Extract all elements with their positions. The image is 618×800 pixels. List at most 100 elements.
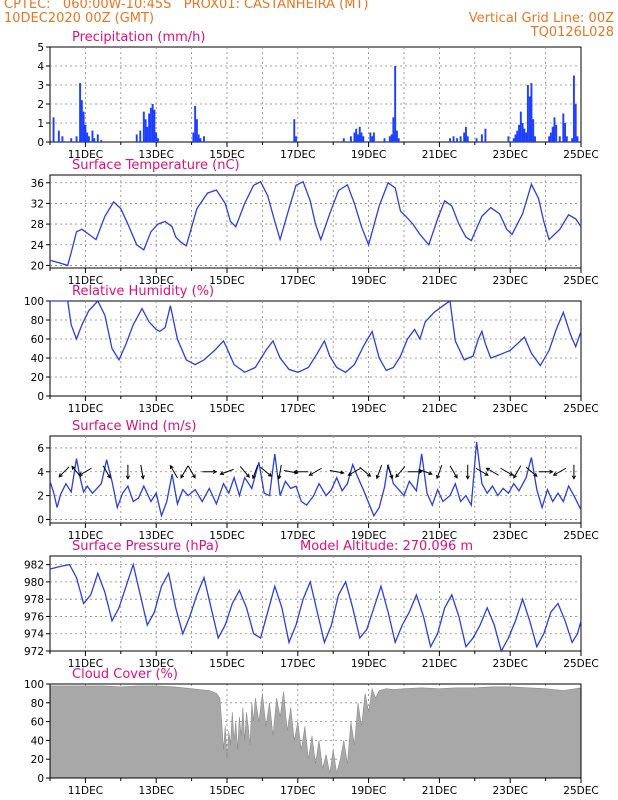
precip-bar xyxy=(342,138,345,142)
precip-bar xyxy=(562,113,565,142)
precip-bar xyxy=(157,138,159,142)
wind-arrow-head xyxy=(219,471,224,476)
wind-arrow xyxy=(359,466,371,477)
precip-bar xyxy=(452,136,455,142)
precip-bar xyxy=(144,119,147,142)
precip-bar xyxy=(194,105,197,142)
precip-bar xyxy=(197,134,200,142)
wind-arrow xyxy=(180,465,189,479)
precip-bar xyxy=(199,138,202,142)
precip-bar xyxy=(551,126,554,142)
cloud-title: Cloud Cover (%) xyxy=(72,667,178,682)
precip-bar xyxy=(371,136,374,142)
wind-arrow-head xyxy=(308,472,313,476)
precip-ytick-label: 0 xyxy=(37,137,44,149)
precip-bar xyxy=(139,130,142,142)
wind-arrow xyxy=(278,464,282,479)
precip-bar xyxy=(192,132,195,142)
wind-ytick-label: 4 xyxy=(37,467,44,479)
precip-bar xyxy=(362,136,365,142)
precip-bar xyxy=(528,96,531,142)
wind-arrow xyxy=(436,465,443,479)
precip-bar xyxy=(512,138,515,142)
precip-bar xyxy=(151,104,154,142)
precip-bar xyxy=(82,111,85,142)
wind-xtick-label: 25DEC xyxy=(563,530,598,542)
precip-bar xyxy=(394,66,397,142)
precip-xtick-label: 25DEC xyxy=(563,149,598,161)
precip-bar xyxy=(519,111,522,142)
wind-ytick-label: 6 xyxy=(37,443,44,455)
wind-arrow-head xyxy=(212,469,218,474)
precip-title: Precipitation (mm/h) xyxy=(72,30,205,45)
precip-bar xyxy=(526,85,529,142)
wind-arrow xyxy=(449,465,458,479)
wind-arrow-head xyxy=(552,472,558,476)
wind-arrow xyxy=(486,467,499,476)
temperature-frame xyxy=(49,174,582,269)
pressure-ytick-label: 976 xyxy=(24,611,44,623)
humidity-xtick-label: 19DEC xyxy=(351,403,386,415)
temperature-title: Surface Temperature (nC) xyxy=(72,158,240,173)
precip-bar xyxy=(534,136,536,142)
humidity-line xyxy=(50,299,582,374)
precip-bar xyxy=(149,107,152,142)
pressure-ytick-label: 978 xyxy=(24,594,44,606)
wind-arrow-head xyxy=(375,474,380,480)
wind-arrow-head xyxy=(453,474,458,479)
cloud-xtick-label: 13DEC xyxy=(138,785,173,797)
precip-bar xyxy=(87,136,90,142)
wind-ytick-label: 2 xyxy=(37,491,44,503)
humidity-title: Relative Humidity (%) xyxy=(72,284,214,299)
precip-bar xyxy=(148,113,151,142)
temperature-panel: Surface Temperature (nC) 20 24 28 32 36 11DEC 1… xyxy=(31,158,599,287)
precip-bar xyxy=(86,132,89,142)
precip-bar xyxy=(480,134,483,142)
wind-xtick-label: 17DEC xyxy=(280,530,315,542)
precip-bar xyxy=(390,134,393,142)
temperature-xtick-label: 23DEC xyxy=(492,275,527,287)
pressure-frame xyxy=(49,555,582,652)
precip-bar xyxy=(135,134,138,142)
pressure-line xyxy=(49,562,582,653)
precip-bar xyxy=(79,83,82,142)
header-model-id: TQ0126L028 xyxy=(530,25,614,40)
wind-xtick-label: 13DEC xyxy=(138,530,173,542)
precip-bar xyxy=(388,136,391,142)
wind-line xyxy=(49,441,582,519)
wind-arrow-head xyxy=(293,469,298,474)
precip-bar xyxy=(195,119,198,142)
temperature-xtick-label: 11DEC xyxy=(68,275,103,287)
pressure-title: Surface Pressure (hPa) xyxy=(72,539,219,554)
cloud-xtick-label: 25DEC xyxy=(563,785,598,797)
precip-bar xyxy=(456,138,459,142)
precip-bar xyxy=(80,100,83,142)
precip-bar xyxy=(353,132,356,142)
precip-bar xyxy=(530,83,533,142)
cloud-ytick-label: 100 xyxy=(24,679,44,691)
pressure-panel: Surface Pressure (hPa) Model Altitude: 27… xyxy=(24,539,599,670)
pressure-annotation: Model Altitude: 270.096 m xyxy=(300,539,473,554)
precip-bar xyxy=(295,136,297,142)
pressure-xtick-label: 25DEC xyxy=(563,658,598,670)
humidity-ytick-label: 60 xyxy=(31,334,44,346)
wind-xtick-label: 19DEC xyxy=(351,530,386,542)
precip-xtick-label: 11DEC xyxy=(68,149,103,161)
humidity-xtick-label: 21DEC xyxy=(422,403,457,415)
precip-bar xyxy=(369,132,372,142)
humidity-ytick-label: 20 xyxy=(31,372,44,384)
precip-bar xyxy=(349,136,352,142)
precip-bar xyxy=(572,75,575,142)
temperature-xtick-label: 21DEC xyxy=(422,275,457,287)
wind-frame xyxy=(49,435,582,524)
precip-bar xyxy=(449,138,451,142)
precip-bar xyxy=(558,136,561,142)
wind-arrow xyxy=(79,467,92,476)
wind-arrow-head xyxy=(251,474,256,480)
pressure-xtick-label: 11DEC xyxy=(68,658,103,670)
header-grid-note: Vertical Grid Line: 00Z xyxy=(468,11,614,26)
precip-bar xyxy=(475,138,478,142)
precip-bar xyxy=(75,136,78,142)
wind-arrow xyxy=(513,465,522,479)
precip-bar xyxy=(52,117,55,142)
